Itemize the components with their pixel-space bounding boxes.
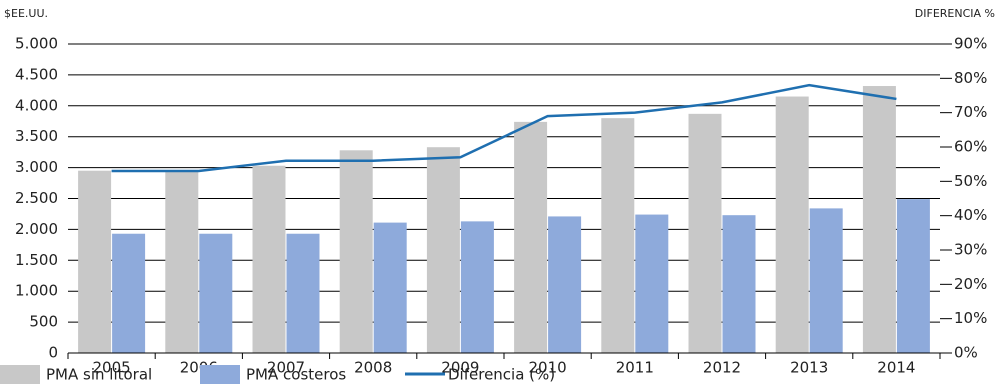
y2-tick-label: 90% xyxy=(954,35,987,53)
y2-tick-label: 80% xyxy=(954,69,987,87)
x-tick-label: 2013 xyxy=(790,359,828,377)
x-tick-label: 2007 xyxy=(267,359,305,377)
legend-label: PMA costeros xyxy=(246,366,346,384)
y-axis-title: $EE.UU. xyxy=(4,7,48,20)
bar xyxy=(775,96,809,353)
y-tick-label: 5.000 xyxy=(15,35,58,53)
bar xyxy=(688,113,722,353)
y2-tick-label: 60% xyxy=(954,138,987,156)
y-tick-label: 1.000 xyxy=(15,282,58,300)
y-tick-label: 3.000 xyxy=(15,158,58,176)
y2-tick-label: 70% xyxy=(954,103,987,121)
bar xyxy=(809,208,843,353)
y2-tick-label: 50% xyxy=(954,172,987,190)
legend-swatch xyxy=(200,365,240,384)
bar xyxy=(548,216,582,353)
line xyxy=(111,83,897,173)
bar xyxy=(286,233,320,353)
bar xyxy=(896,199,930,353)
x-tick-label: 2011 xyxy=(616,359,654,377)
bar xyxy=(165,170,199,353)
y2-tick-label: 10% xyxy=(954,309,987,327)
bar xyxy=(635,214,669,353)
y-tick-label: 3.500 xyxy=(15,127,58,145)
bar xyxy=(601,118,635,353)
x-tick-label: 2009 xyxy=(441,359,479,377)
bar xyxy=(514,121,548,353)
bar xyxy=(112,233,146,353)
x-tick-label: 2014 xyxy=(877,359,915,377)
y-tick-label: 0 xyxy=(48,344,58,362)
y2-axis-title: DIFERENCIA % xyxy=(915,7,995,20)
x-tick-label: 2005 xyxy=(93,359,131,377)
bar xyxy=(426,147,460,353)
bar xyxy=(862,86,896,354)
bar xyxy=(199,233,233,353)
legend-swatch xyxy=(0,365,40,384)
y-tick-label: 2.000 xyxy=(15,220,58,238)
y2-tick-label: 20% xyxy=(954,275,987,293)
y-tick-label: 1.500 xyxy=(15,251,58,269)
x-tick-label: 2012 xyxy=(703,359,741,377)
x-tick-label: 2010 xyxy=(529,359,567,377)
y2-tick-label: 30% xyxy=(954,241,987,259)
bar xyxy=(252,165,286,353)
y-tick-label: 4.500 xyxy=(15,65,58,83)
legend-label: Diferencia (%) xyxy=(448,366,555,384)
y-tick-label: 4.000 xyxy=(15,96,58,114)
bar xyxy=(722,215,756,353)
bar xyxy=(78,170,112,353)
y2-tick-label: 40% xyxy=(954,206,987,224)
y-tick-label: 500 xyxy=(29,313,58,331)
y2-tick-label: 0% xyxy=(954,344,978,362)
y-tick-label: 2.500 xyxy=(15,189,58,207)
bar xyxy=(373,222,407,353)
x-tick-label: 2008 xyxy=(354,359,392,377)
bar xyxy=(460,221,494,353)
legend-label: PMA sin litoral xyxy=(46,366,152,384)
bar xyxy=(339,150,373,353)
